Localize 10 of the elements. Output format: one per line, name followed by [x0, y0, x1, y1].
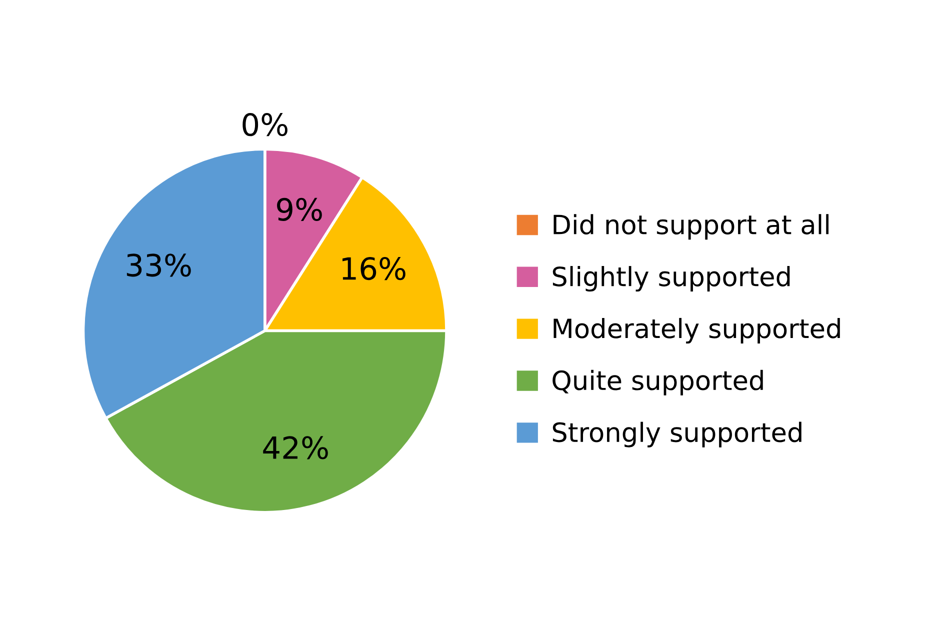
data-label: 9%	[277, 198, 322, 221]
legend-label: Slightly supported	[552, 266, 790, 292]
data-label: 16%	[342, 256, 406, 280]
legend-label: Quite supported	[552, 370, 763, 396]
legend-label: Strongly supported	[552, 422, 802, 448]
legend-label: Did not support at all	[554, 214, 829, 240]
data-label: 42%	[263, 436, 328, 460]
text: 0%	[242, 113, 288, 136]
data-label: 33%	[126, 254, 191, 277]
legend-label: Moderately supported	[554, 318, 840, 344]
